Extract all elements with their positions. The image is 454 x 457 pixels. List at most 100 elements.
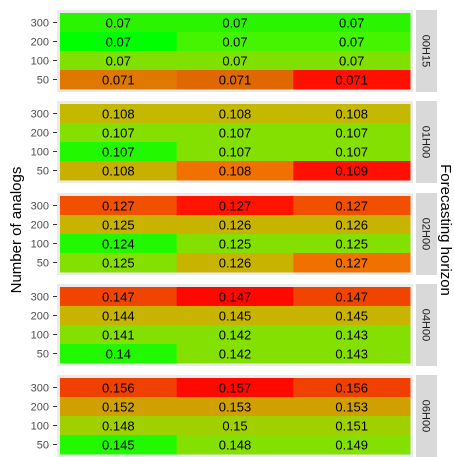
plot-area: 0.07 0.07 0.07 300 0.07 0.07 0.07 200 0.07 0.07 0.… bbox=[31, 10, 437, 457]
cell-label: 0.153 bbox=[335, 400, 368, 415]
facet-strip-label: 06H00 bbox=[420, 400, 432, 432]
heatmap-cell bbox=[176, 234, 294, 254]
cell-label: 0.14 bbox=[106, 347, 131, 362]
cell-label: 0.07 bbox=[339, 35, 364, 50]
heatmap-cell bbox=[293, 397, 411, 417]
y-tick-label: 50 bbox=[37, 349, 49, 361]
heatmap-cell bbox=[60, 234, 178, 254]
y-tick-label: 300 bbox=[31, 383, 49, 395]
cell-label: 0.147 bbox=[335, 290, 368, 305]
cell-label: 0.127 bbox=[219, 199, 252, 214]
heatmap-cell bbox=[176, 397, 294, 417]
heatmap-cell bbox=[176, 32, 294, 52]
cell-label: 0.144 bbox=[102, 309, 135, 324]
cell-label: 0.143 bbox=[335, 347, 368, 362]
facet-strip bbox=[416, 10, 437, 92]
heatmap-cell bbox=[293, 123, 411, 143]
heatmap-cell bbox=[176, 13, 294, 33]
cell-label: 0.148 bbox=[102, 419, 135, 434]
facet-panel-00H15: 0.07 0.07 0.07 300 0.07 0.07 0.07 200 0.07 0.07 0.… bbox=[31, 10, 437, 92]
cell-label: 0.108 bbox=[335, 107, 368, 122]
cell-label: 0.145 bbox=[102, 438, 135, 453]
cell-label: 0.108 bbox=[219, 107, 252, 122]
heatmap-cell bbox=[293, 287, 411, 307]
cell-label: 0.15 bbox=[222, 419, 247, 434]
cell-label: 0.125 bbox=[219, 237, 252, 252]
y-tick-label: 100 bbox=[31, 421, 49, 433]
heatmap-cell bbox=[60, 287, 178, 307]
cell-label: 0.07 bbox=[222, 35, 247, 50]
y-tick-label: 300 bbox=[31, 292, 49, 304]
cell-label: 0.152 bbox=[102, 400, 135, 415]
heatmap-cell bbox=[176, 123, 294, 143]
heatmap-cell bbox=[176, 142, 294, 162]
cell-label: 0.127 bbox=[335, 199, 368, 214]
y-tick-label: 200 bbox=[31, 402, 49, 414]
y-tick-label: 200 bbox=[31, 128, 49, 140]
cell-label: 0.151 bbox=[335, 419, 368, 434]
heatmap-cell bbox=[293, 416, 411, 436]
heatmap-cell bbox=[176, 378, 294, 398]
facet-panel-02H00: 0.127 0.127 0.127 300 0.125 0.126 0.126 200 0.12… bbox=[31, 193, 437, 275]
cell-label: 0.149 bbox=[335, 438, 368, 453]
heatmap-cell bbox=[60, 123, 178, 143]
y-tick-label: 300 bbox=[31, 201, 49, 213]
cell-label: 0.107 bbox=[219, 126, 252, 141]
facet-panel-04H00: 0.147 0.147 0.147 300 0.144 0.145 0.145 200 0.14… bbox=[31, 284, 437, 366]
heatmap-cell bbox=[293, 253, 411, 273]
y-tick-label: 200 bbox=[31, 311, 49, 323]
heatmap-cell bbox=[293, 234, 411, 254]
heatmap-cell bbox=[293, 435, 411, 455]
cell-label: 0.145 bbox=[335, 309, 368, 324]
cell-label: 0.07 bbox=[106, 35, 131, 50]
cell-label: 0.07 bbox=[222, 16, 247, 31]
heatmap-cell bbox=[60, 435, 178, 455]
cell-label: 0.07 bbox=[339, 54, 364, 69]
cell-label: 0.147 bbox=[102, 290, 135, 305]
y-tick-label: 100 bbox=[31, 56, 49, 68]
cell-label: 0.141 bbox=[102, 328, 135, 343]
cell-label: 0.125 bbox=[335, 237, 368, 252]
heatmap-cell bbox=[60, 13, 178, 33]
heatmap-cell bbox=[293, 51, 411, 71]
heatmap-cell bbox=[176, 215, 294, 235]
y-tick-label: 300 bbox=[31, 109, 49, 121]
y-tick-label: 100 bbox=[31, 239, 49, 251]
cell-label: 0.156 bbox=[335, 381, 368, 396]
cell-label: 0.07 bbox=[106, 54, 131, 69]
heatmap-cell bbox=[176, 435, 294, 455]
y-tick-label: 50 bbox=[37, 166, 49, 178]
y-tick-label: 100 bbox=[31, 330, 49, 342]
heatmap-cell bbox=[293, 142, 411, 162]
cell-label: 0.148 bbox=[219, 438, 252, 453]
y-tick-label: 300 bbox=[31, 18, 49, 30]
cell-label: 0.07 bbox=[222, 54, 247, 69]
heatmap-cell bbox=[293, 104, 411, 124]
facet-axis-title: Forecasting horizon bbox=[437, 164, 454, 296]
cell-label: 0.124 bbox=[102, 237, 135, 252]
cell-label: 0.107 bbox=[102, 126, 135, 141]
cell-label: 0.142 bbox=[219, 347, 252, 362]
heatmap-cell bbox=[293, 325, 411, 345]
heatmap-cell bbox=[293, 306, 411, 326]
heatmap-cell bbox=[60, 306, 178, 326]
cell-label: 0.108 bbox=[102, 107, 135, 122]
cell-label: 0.127 bbox=[335, 256, 368, 271]
facet-strip bbox=[416, 375, 437, 457]
cell-label: 0.156 bbox=[102, 381, 135, 396]
facet-strip-label: 01H00 bbox=[420, 126, 432, 158]
facet-strip bbox=[416, 101, 437, 183]
heatmap-cell bbox=[60, 161, 178, 181]
heatmap-cell bbox=[60, 104, 178, 124]
heatmap-cell bbox=[60, 344, 178, 364]
y-tick-label: 50 bbox=[37, 75, 49, 87]
cell-label: 0.071 bbox=[335, 73, 368, 88]
heatmap-cell bbox=[176, 287, 294, 307]
cell-label: 0.108 bbox=[219, 164, 252, 179]
cell-label: 0.071 bbox=[219, 73, 252, 88]
heatmap-cell bbox=[293, 196, 411, 216]
cell-label: 0.125 bbox=[102, 218, 135, 233]
cell-label: 0.126 bbox=[335, 218, 368, 233]
cell-label: 0.107 bbox=[335, 145, 368, 160]
heatmap-cell bbox=[176, 51, 294, 71]
